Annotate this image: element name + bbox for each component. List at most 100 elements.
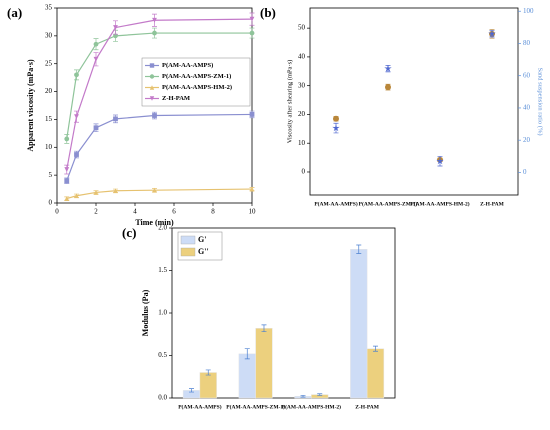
marker <box>64 167 70 172</box>
marker <box>152 113 157 118</box>
marker <box>74 193 79 199</box>
marker <box>152 30 157 36</box>
y-tick-label: 0 <box>49 199 53 207</box>
marker <box>149 63 155 68</box>
error-bar <box>372 345 378 352</box>
y-tick-label: 10 <box>298 139 306 147</box>
marker <box>113 33 118 39</box>
marker <box>152 17 157 23</box>
marker <box>113 25 118 30</box>
marker <box>93 56 99 62</box>
marker <box>113 188 118 194</box>
x-tick-label: 6 <box>172 208 176 216</box>
marker <box>74 152 79 157</box>
y-tick-label: 35 <box>45 4 53 12</box>
x-tick-label: Z-H-PAM <box>355 404 380 410</box>
marker <box>93 125 99 131</box>
y2-tick-label: 20 <box>523 136 531 144</box>
plot-frame <box>309 7 519 196</box>
marker <box>152 187 157 193</box>
legend-label: G'' <box>198 247 209 256</box>
error-bar <box>356 244 362 254</box>
bar <box>350 249 368 399</box>
marker <box>333 115 339 122</box>
error-bar <box>189 388 195 393</box>
marker <box>64 196 70 201</box>
y2-axis-label: Sand suspension ratio (%) <box>537 67 544 135</box>
marker <box>149 96 155 101</box>
series-line <box>66 18 253 170</box>
x-tick-label: P(AM-AA-AMPS-ZM-1) <box>226 403 285 410</box>
legend-label: Z-H-PAM <box>162 95 190 102</box>
error-bar <box>244 348 250 360</box>
marker <box>113 116 118 122</box>
legend-label: G' <box>198 235 206 244</box>
legend-label: P(AM-AA-AMPS-HM-2) <box>162 84 232 91</box>
panel-label: (b) <box>260 5 276 20</box>
bar <box>255 328 273 399</box>
y-tick-label: 0 <box>302 168 306 176</box>
marker <box>385 84 391 91</box>
y-tick-label: 40 <box>298 53 306 61</box>
legend-swatch <box>180 247 196 257</box>
y-tick-label: 2.0 <box>158 224 167 232</box>
bar <box>238 353 256 399</box>
y-tick-label: 1.5 <box>158 266 167 274</box>
y-tick-label: 0.0 <box>158 394 167 402</box>
marker <box>332 124 340 132</box>
marker <box>488 29 496 37</box>
series-line <box>66 113 253 181</box>
x-tick-label: 10 <box>249 208 257 216</box>
bar <box>366 348 385 399</box>
series-line <box>66 188 253 200</box>
bar <box>199 372 217 399</box>
marker <box>149 85 155 90</box>
x-axis-label: Time (min) <box>135 218 174 227</box>
y-tick-label: 50 <box>298 24 306 32</box>
x-tick-label: P(AM-AA-AMPS) <box>314 200 358 207</box>
legend-swatch <box>180 235 196 245</box>
error-bar <box>205 369 211 376</box>
series-line <box>66 32 252 140</box>
x-tick-label: 0 <box>55 208 59 216</box>
y2-tick-label: 0 <box>523 168 527 176</box>
marker <box>64 136 70 142</box>
error-bar <box>300 395 306 398</box>
marker <box>64 178 70 184</box>
y-tick-label: 20 <box>45 87 53 95</box>
legend-label: P(AM-AA-AMPS-ZM-1) <box>162 73 231 80</box>
marker <box>149 74 155 79</box>
plot-frame <box>56 7 253 204</box>
x-tick-label: P(AM-AA-AMPS) <box>178 403 222 410</box>
marker <box>436 157 444 165</box>
y-axis-label: Viscosity after shearing (mPa·s) <box>286 60 293 144</box>
y2-tick-label: 100 <box>523 7 534 15</box>
marker <box>74 114 79 120</box>
x-tick-label: P(AM-AA-AMPS-HM-2) <box>282 403 341 410</box>
y2-tick-label: 80 <box>523 39 531 47</box>
x-tick-label: 4 <box>133 208 137 216</box>
marker <box>249 30 255 36</box>
error-bar <box>261 324 267 333</box>
marker <box>93 41 99 47</box>
y-tick-label: 15 <box>45 115 53 123</box>
y-tick-label: 20 <box>298 110 306 118</box>
marker <box>74 72 79 78</box>
y-axis-label: Apparent viscosity (mPa·s) <box>26 59 35 152</box>
y-tick-label: 30 <box>298 81 306 89</box>
panel-label: (c) <box>122 225 136 240</box>
y-tick-label: 10 <box>45 143 53 151</box>
marker <box>384 64 392 72</box>
marker <box>249 16 255 22</box>
x-tick-label: P(AM-AA-AMPS-ZM-1) <box>359 200 418 207</box>
x-tick-label: 2 <box>94 208 98 216</box>
x-tick-label: P(AM-AA-AMPS-HM-2) <box>410 200 469 207</box>
y2-tick-label: 60 <box>523 71 531 79</box>
y-tick-label: 30 <box>45 31 53 39</box>
marker <box>249 112 255 117</box>
legend-box <box>141 57 251 107</box>
error-bar <box>317 393 323 396</box>
y-tick-label: 1.0 <box>158 309 167 317</box>
y-tick-label: 5 <box>49 171 53 179</box>
